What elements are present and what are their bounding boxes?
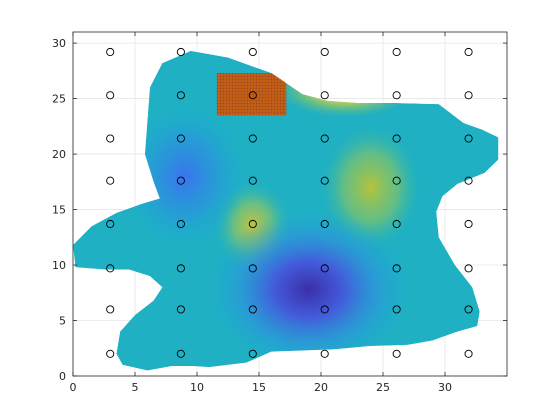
marker-0-1	[106, 305, 115, 314]
marker-2-6	[248, 91, 257, 100]
marker-1-3	[176, 219, 185, 229]
marker-2-3	[248, 219, 257, 229]
marker-1-2	[176, 264, 185, 273]
marker-4-4	[392, 176, 401, 185]
marker-0-6	[106, 91, 115, 100]
marker-3-2	[320, 264, 329, 273]
marker-3-7	[320, 47, 329, 57]
marker-0-0	[106, 349, 115, 358]
marker-4-3	[392, 219, 401, 229]
marker-2-0	[248, 349, 257, 358]
highlight-rectangle	[216, 73, 287, 116]
x-tick-label-6: 30	[438, 381, 452, 394]
marker-2-4	[248, 176, 257, 185]
marker-1-1	[176, 305, 185, 314]
marker-2-7	[248, 47, 257, 57]
x-axis-ticks: 0 5 10 15 20 25 30	[70, 32, 452, 394]
marker-3-6	[320, 91, 329, 100]
y-tick-label-0: 0	[59, 370, 66, 383]
marker-4-2	[392, 264, 401, 273]
marker-4-6	[392, 91, 401, 100]
marker-1-7	[176, 47, 185, 57]
marker-2-1	[248, 305, 257, 314]
y-tick-label-6: 30	[52, 37, 66, 50]
marker-3-4	[320, 176, 329, 185]
field-feature-3	[124, 106, 245, 247]
y-tick-label-5: 25	[52, 93, 66, 106]
y-tick-label-1: 5	[59, 315, 66, 328]
marker-5-1	[464, 305, 473, 314]
marker-0-7	[106, 47, 115, 57]
x-tick-label-1: 5	[132, 381, 139, 394]
marker-5-7	[464, 47, 473, 57]
marker-1-5	[176, 134, 185, 143]
marker-1-0	[176, 349, 185, 358]
marker-5-4	[464, 176, 473, 185]
marker-2-5	[248, 134, 257, 143]
x-tick-label-0: 0	[70, 381, 77, 394]
marker-0-2	[106, 264, 115, 273]
x-tick-label-3: 15	[252, 381, 266, 394]
axes-box	[72, 31, 508, 377]
marker-4-5	[392, 134, 401, 143]
marker-grid	[106, 47, 473, 358]
marker-5-0	[464, 349, 473, 358]
marker-1-4	[176, 176, 185, 185]
marker-5-3	[464, 219, 473, 229]
marker-5-5	[464, 134, 473, 143]
marker-4-0	[392, 349, 401, 358]
marker-4-7	[392, 47, 401, 57]
y-tick-label-2: 10	[52, 259, 66, 272]
marker-4-1	[392, 305, 401, 314]
marker-0-3	[106, 219, 115, 229]
marker-3-1	[320, 305, 329, 314]
y-axis-ticks: 0 5 10 15 20 25 30	[52, 37, 507, 383]
marker-0-4	[106, 176, 115, 185]
marker-5-6	[464, 91, 473, 100]
marker-2-2	[248, 264, 257, 273]
marker-3-3	[320, 219, 329, 229]
x-tick-label-5: 25	[376, 381, 390, 394]
marker-0-5	[106, 134, 115, 143]
marker-3-0	[320, 349, 329, 358]
marker-5-2	[464, 264, 473, 273]
x-tick-label-2: 10	[190, 381, 204, 394]
y-tick-label-4: 20	[52, 148, 66, 161]
marker-1-6	[176, 91, 185, 100]
marker-3-5	[320, 134, 329, 143]
x-tick-label-4: 20	[314, 381, 328, 394]
y-tick-label-3: 15	[52, 204, 66, 217]
field-feature-2	[208, 209, 409, 370]
